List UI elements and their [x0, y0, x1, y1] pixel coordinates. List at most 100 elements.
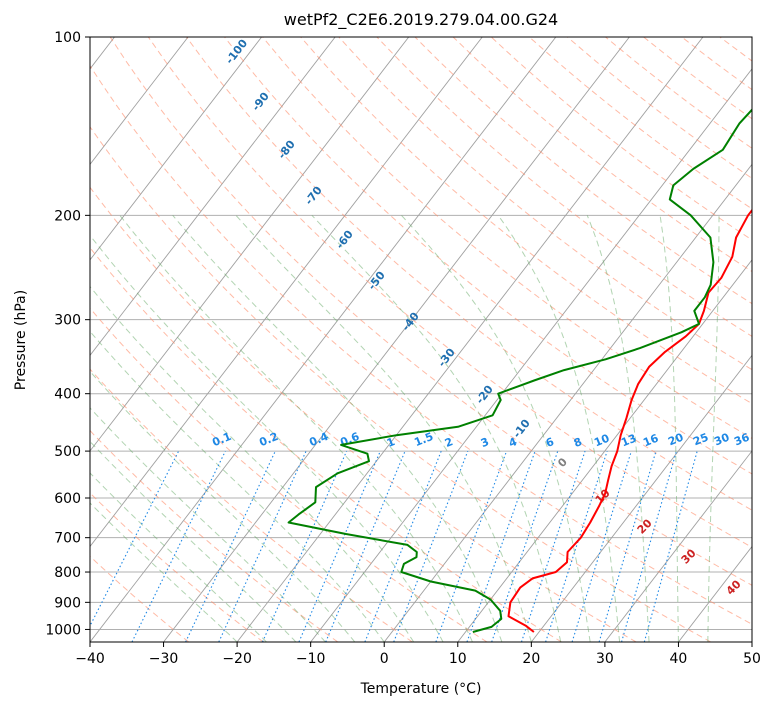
mixing-ratio-label: 13 [619, 432, 638, 450]
dry-adiabat-label: -70 [302, 184, 325, 208]
y-tick-label: 500 [54, 444, 81, 460]
moist-adiabat [401, 214, 591, 642]
mixing-ratio-line [393, 450, 469, 642]
dry-adiabat-label: -60 [333, 228, 356, 252]
mixing-ratio-label: 6 [544, 435, 556, 450]
temperature-profile [507, 208, 752, 633]
moist-adiabat-label: 0 [555, 455, 570, 470]
mixing-ratio-line [571, 450, 632, 642]
x-tick-label: 50 [743, 651, 761, 667]
isotherm [530, 354, 752, 642]
y-axis-title: Pressure (hPa) [13, 290, 29, 390]
dry-adiabat [567, 37, 752, 179]
dry-adiabat [90, 368, 413, 642]
moist-adiabat [90, 472, 267, 642]
dry-adiabat [528, 37, 752, 210]
mixing-ratio-label: 0.2 [257, 430, 280, 449]
y-tick-label: 200 [54, 208, 81, 224]
x-tick-label: −30 [149, 651, 179, 667]
dry-adiabat [719, 37, 752, 62]
mixing-ratio-label: 8 [572, 435, 584, 450]
dry-adiabat [452, 37, 752, 273]
moist-adiabats [90, 214, 720, 642]
mixing-ratio-line [520, 450, 586, 642]
x-tick-label: 40 [670, 651, 688, 667]
isotherm [751, 641, 752, 642]
mixing-ratio-label: 1 [385, 435, 397, 450]
y-tick-label: 100 [54, 30, 81, 46]
isotherm [90, 37, 262, 261]
dry-adiabat-label: -40 [399, 310, 422, 334]
dry-adiabat-label: -80 [275, 138, 298, 162]
dry-adiabat [90, 307, 488, 642]
isotherm [310, 68, 752, 642]
dry-adiabat-label: -90 [249, 90, 272, 114]
mixing-ratio-label: 30 [712, 431, 731, 449]
dry-adiabat [90, 429, 339, 642]
mixing-ratio-label: 2 [443, 435, 455, 450]
moist-adiabat [90, 285, 415, 642]
moist-adiabat [707, 215, 720, 642]
moist-adiabat [497, 215, 621, 642]
isotherm [90, 37, 410, 452]
moist-adiabat [90, 330, 385, 642]
moist-adiabat [90, 370, 356, 642]
x-tick-label: 0 [380, 651, 389, 667]
isotherm [236, 37, 704, 642]
moist-adiabat [90, 234, 444, 642]
moist-adiabat [235, 214, 532, 642]
mixing-ratio-label: 25 [691, 431, 710, 449]
mixing-ratio-line [545, 450, 608, 642]
x-tick-label: −10 [296, 651, 326, 667]
y-tick-label: 600 [54, 491, 81, 507]
mixing-ratio-line [598, 450, 657, 642]
moist-adiabat [659, 215, 679, 642]
mixing-ratio-line [298, 450, 381, 642]
y-axis-ticks: 100 200 300 400 500 600 700 800 900 1000 [45, 30, 90, 638]
plot-frame [89, 36, 753, 643]
mixing-ratio-line [364, 450, 442, 642]
sounding-profiles [287, 108, 752, 633]
moist-adiabat-label: 30 [679, 546, 699, 566]
isotherm [90, 37, 336, 357]
isotherm [604, 450, 752, 642]
isotherm [457, 259, 752, 642]
x-tick-label: −20 [222, 651, 252, 667]
isotherm [90, 37, 557, 642]
dry-adiabat-label: -30 [435, 346, 458, 370]
mixing-ratio-label: 10 [592, 432, 611, 450]
x-tick-label: 10 [449, 651, 467, 667]
mixing-ratio-line [262, 450, 348, 642]
mixing-ratio-label: 3 [479, 435, 491, 450]
dry-adiabat [262, 37, 752, 440]
y-tick-label: 1000 [45, 622, 81, 638]
y-tick-label: 900 [54, 595, 81, 611]
moist-adiabat [172, 214, 503, 642]
dry-adiabat-label: -20 [473, 383, 496, 407]
dry-adiabat [376, 37, 752, 337]
mixing-ratio-label: 16 [641, 432, 660, 450]
y-tick-label: 800 [54, 565, 81, 581]
x-axis-title: Temperature (°C) [360, 681, 482, 697]
dry-adiabat-label: -50 [365, 269, 388, 293]
moist-adiabat [90, 440, 297, 642]
dry-adiabat [90, 125, 712, 642]
x-tick-label: 30 [596, 651, 614, 667]
dry-adiabat [758, 37, 775, 642]
moist-adiabat-label: 40 [724, 577, 744, 597]
mixing-ratio-line [491, 450, 559, 642]
mixing-ratio-lines [90, 450, 698, 642]
y-tick-label: 300 [54, 313, 81, 329]
dry-adiabat [109, 37, 752, 586]
mixing-ratio-label: 0.6 [338, 430, 361, 449]
isotherm [163, 37, 630, 642]
moist-adiabat [119, 214, 473, 642]
skewed-isotherms [90, 37, 752, 642]
mixing-ratio-line [435, 450, 508, 642]
mixing-ratio-line [218, 450, 307, 642]
mixing-ratio-line [621, 450, 677, 642]
dry-adiabat [90, 64, 752, 625]
y-tick-label: 700 [54, 531, 81, 547]
mixing-ratio-line [643, 450, 698, 642]
